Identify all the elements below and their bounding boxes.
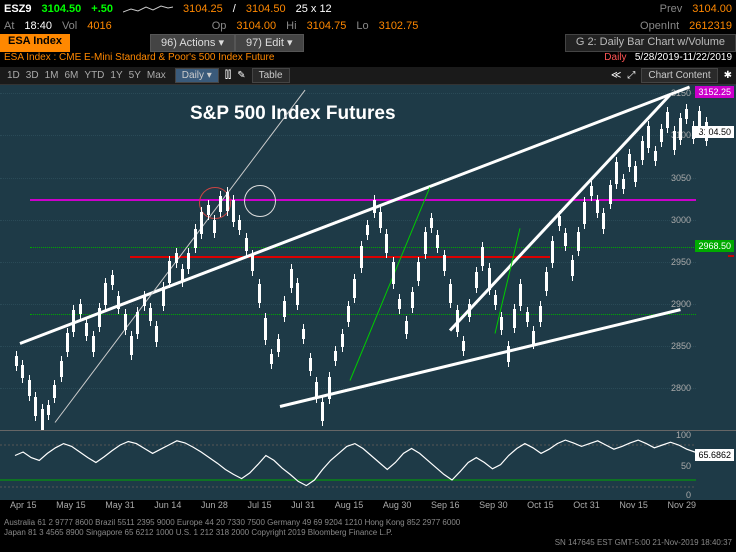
x-tick: Sep 30: [479, 500, 508, 514]
chart-title: S&P 500 Index Futures: [190, 103, 396, 125]
header-row-2: At 18:40 Vol 4016 Op 3104.00 Hi 3104.75 …: [0, 17, 736, 34]
x-tick: Jul 31: [291, 500, 315, 514]
g2-title: G 2: Daily Bar Chart w/Volume: [565, 34, 736, 52]
x-tick: Oct 15: [527, 500, 554, 514]
x-tick: Nov 15: [619, 500, 648, 514]
y-tick: 3050: [671, 173, 691, 183]
timeframe-3d[interactable]: 3D: [23, 70, 42, 81]
y-tick: 2900: [671, 299, 691, 309]
timeframe-1y[interactable]: 1Y: [107, 70, 125, 81]
y-tick: 2800: [671, 383, 691, 393]
x-tick: Sep 16: [431, 500, 460, 514]
timeframe-ytd[interactable]: YTD: [81, 70, 107, 81]
chart-content-button[interactable]: Chart Content: [641, 68, 717, 83]
price: 3104.50: [42, 3, 82, 15]
osc-tick: 100: [676, 430, 691, 440]
drawing-icon[interactable]: ✎: [237, 70, 245, 81]
x-tick: Oct 31: [573, 500, 600, 514]
footer: Australia 61 2 9777 8600 Brazil 5511 239…: [0, 514, 736, 552]
size: 25 x 12: [296, 3, 332, 15]
settings-gear-icon[interactable]: ✱: [724, 70, 732, 81]
instrument-desc: ESA Index : CME E-Mini Standard & Poor's…: [4, 52, 274, 67]
nav-prev-icon[interactable]: ≪: [611, 70, 621, 81]
osc-tick: 50: [681, 461, 691, 471]
price-badge: 3104.50: [695, 126, 734, 138]
header-row-1: ESZ9 3104.50 +.50 3104.25 / 3104.50 25 x…: [0, 0, 736, 17]
price-badge: [728, 255, 734, 257]
edit-menu[interactable]: 97) Edit ▾: [235, 34, 304, 52]
vol-label: Vol: [62, 20, 77, 32]
footer-line1: Australia 61 2 9777 8600 Brazil 5511 239…: [4, 518, 732, 528]
tab-main[interactable]: ESA Index: [0, 34, 70, 52]
x-axis: Apr 15 May 15 May 31 Jun 14 Jun 28 Jul 15 Jul …: [0, 500, 736, 514]
y-tick: 3000: [671, 215, 691, 225]
x-tick: Jun 28: [201, 500, 228, 514]
y-tick: 3150: [671, 88, 691, 98]
x-tick: Aug 15: [335, 500, 364, 514]
osc-value-badge: 65.6862: [695, 449, 734, 461]
vol-value: 4016: [87, 20, 111, 32]
at-label: At: [4, 20, 14, 32]
op-value: 3104.00: [236, 20, 276, 32]
ask: 3104.50: [246, 3, 286, 15]
x-tick: May 15: [56, 500, 86, 514]
osc-tick: 0: [686, 490, 691, 500]
chart-type-icon[interactable]: ⫿⫿: [225, 70, 231, 81]
change: +.50: [91, 3, 113, 15]
lo-label: Lo: [356, 20, 368, 32]
period-word: Daily: [604, 52, 626, 63]
prev-value: 3104.00: [692, 3, 732, 15]
timeframe-1m[interactable]: 1M: [42, 70, 62, 81]
x-tick: Nov 29: [667, 500, 696, 514]
timeframe-6m[interactable]: 6M: [62, 70, 82, 81]
price-chart[interactable]: S&P 500 Index Futures 2800 2850 2900 2950 30…: [0, 85, 736, 430]
actions-menu[interactable]: 96) Actions ▾: [150, 34, 235, 52]
price-badge: 2968.50: [695, 240, 734, 252]
timeframe-1d[interactable]: 1D: [4, 70, 23, 81]
sparkline: [123, 4, 173, 14]
bid: 3104.25: [183, 3, 223, 15]
expand-icon[interactable]: ⤢: [627, 70, 635, 81]
lo-value: 3102.75: [379, 20, 419, 32]
oscillator-panel[interactable]: 65.6862 100 50 0: [0, 430, 736, 500]
interval-dropdown[interactable]: Daily ▾: [175, 68, 219, 83]
hi-value: 3104.75: [307, 20, 347, 32]
op-label: Op: [212, 20, 227, 32]
date-range: 5/28/2019-11/22/2019: [635, 52, 732, 63]
x-tick: Jul 15: [248, 500, 272, 514]
controls-bar: 1D3D1M6MYTD1Y5YMax Daily ▾ ⫿⫿ ✎ Table ≪ …: [0, 67, 736, 85]
at-value: 18:40: [24, 20, 52, 32]
footer-line3: SN 147645 EST GMT-5:00 21-Nov-2019 18:40…: [4, 538, 732, 548]
y-tick: 2850: [671, 341, 691, 351]
timeframe-5y[interactable]: 5Y: [126, 70, 144, 81]
subtitle-bar: ESA Index : CME E-Mini Standard & Poor's…: [0, 52, 736, 67]
openint-label: OpenInt: [640, 20, 679, 32]
x-tick: Apr 15: [10, 500, 37, 514]
hi-label: Hi: [286, 20, 296, 32]
prev-label: Prev: [660, 3, 683, 15]
openint-value: 2612319: [689, 20, 732, 32]
table-button[interactable]: Table: [252, 68, 290, 83]
x-tick: Jun 14: [154, 500, 181, 514]
x-tick: Aug 30: [383, 500, 412, 514]
price-badge: 3152.25: [695, 86, 734, 98]
timeframe-max[interactable]: Max: [144, 70, 169, 81]
x-tick: May 31: [105, 500, 135, 514]
y-tick: 2950: [671, 257, 691, 267]
ticker: ESZ9: [4, 3, 32, 15]
toolbar: ESA Index 96) Actions ▾ 97) Edit ▾ G 2: …: [0, 34, 736, 52]
